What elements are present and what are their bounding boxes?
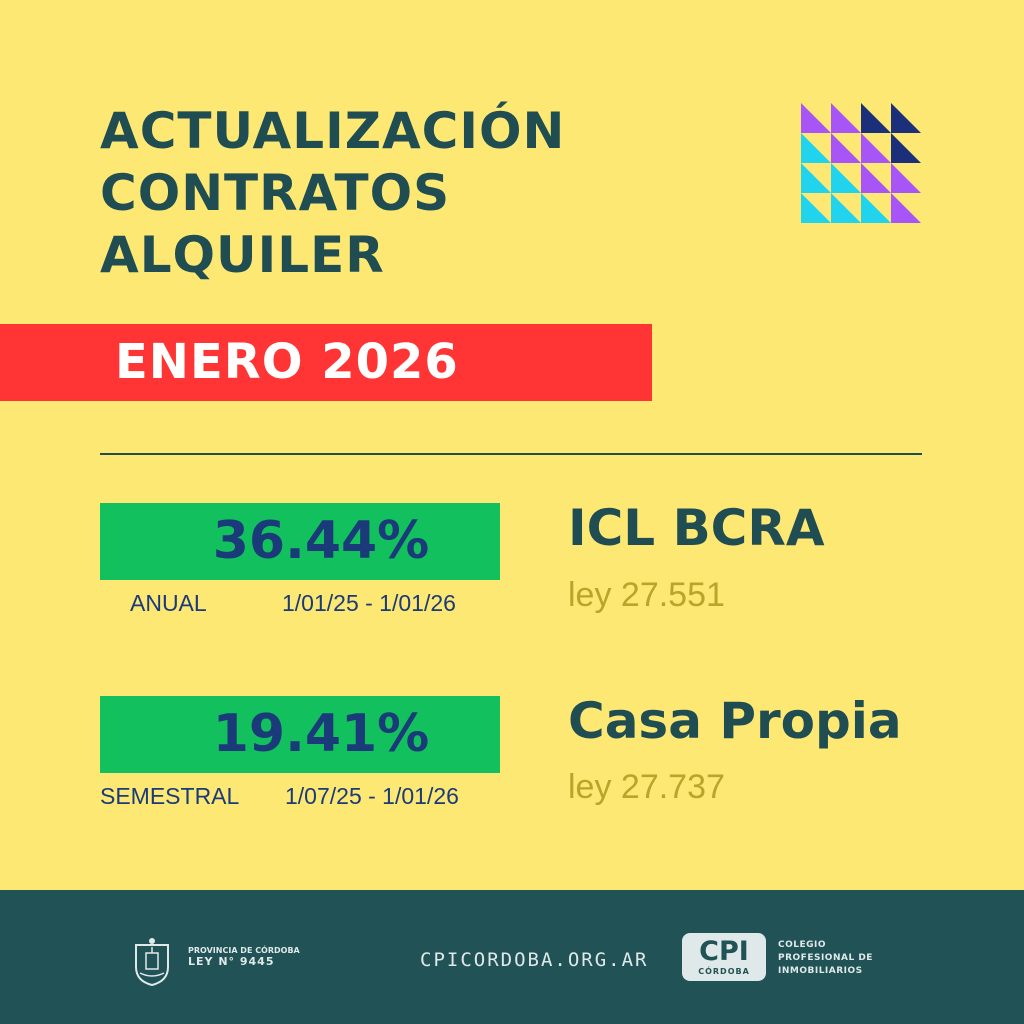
college-line-1: COLEGIO xyxy=(778,940,827,950)
semestral-percentage-box: 19.41% xyxy=(100,696,500,773)
title-line-1: ACTUALIZACIÓN xyxy=(100,102,566,160)
cpi-logo: CPI CÓRDOBA xyxy=(682,933,766,981)
geometric-mosaic-icon xyxy=(801,103,921,223)
college-line-2: PROFESIONAL DE xyxy=(778,953,873,963)
website-link[interactable]: CPICORDOBA.ORG.AR xyxy=(420,949,649,971)
province-line: PROVINCIA DE CÓRDOBA xyxy=(188,946,300,955)
icl-law: ley 27.551 xyxy=(568,576,725,614)
divider xyxy=(100,453,922,455)
college-name: COLEGIO PROFESIONAL DE INMOBILIARIOS xyxy=(778,939,873,978)
college-line-3: INMOBILIARIOS xyxy=(778,966,863,976)
casa-propia-law: ley 27.737 xyxy=(568,768,725,806)
annual-percentage: 36.44% xyxy=(212,511,430,571)
title-line-2: CONTRATOS xyxy=(100,164,451,222)
month-banner: ENERO 2026 xyxy=(0,324,652,401)
province-block: PROVINCIA DE CÓRDOBA LEY N° 9445 xyxy=(188,945,300,967)
province-law: LEY N° 9445 xyxy=(188,955,275,968)
title-line-3: ALQUILER xyxy=(100,226,385,284)
semestral-date-range: 1/07/25 - 1/01/26 xyxy=(285,783,459,809)
annual-percentage-box: 36.44% xyxy=(100,503,500,580)
cpi-logo-subtext: CÓRDOBA xyxy=(698,967,750,976)
month-label: ENERO 2026 xyxy=(115,334,459,390)
casa-propia-index-name: Casa Propia xyxy=(568,692,902,750)
semestral-period-type: SEMESTRAL xyxy=(100,783,240,809)
page-title: ACTUALIZACIÓN CONTRATOS ALQUILER xyxy=(100,100,565,286)
cpi-logo-text: CPI xyxy=(699,936,749,967)
icl-index-name: ICL BCRA xyxy=(568,499,825,557)
annual-date-range: 1/01/25 - 1/01/26 xyxy=(282,590,456,616)
province-seal-icon xyxy=(135,938,169,987)
semestral-percentage: 19.41% xyxy=(212,704,430,764)
annual-period-type: ANUAL xyxy=(130,590,207,616)
footer xyxy=(0,890,1024,1024)
